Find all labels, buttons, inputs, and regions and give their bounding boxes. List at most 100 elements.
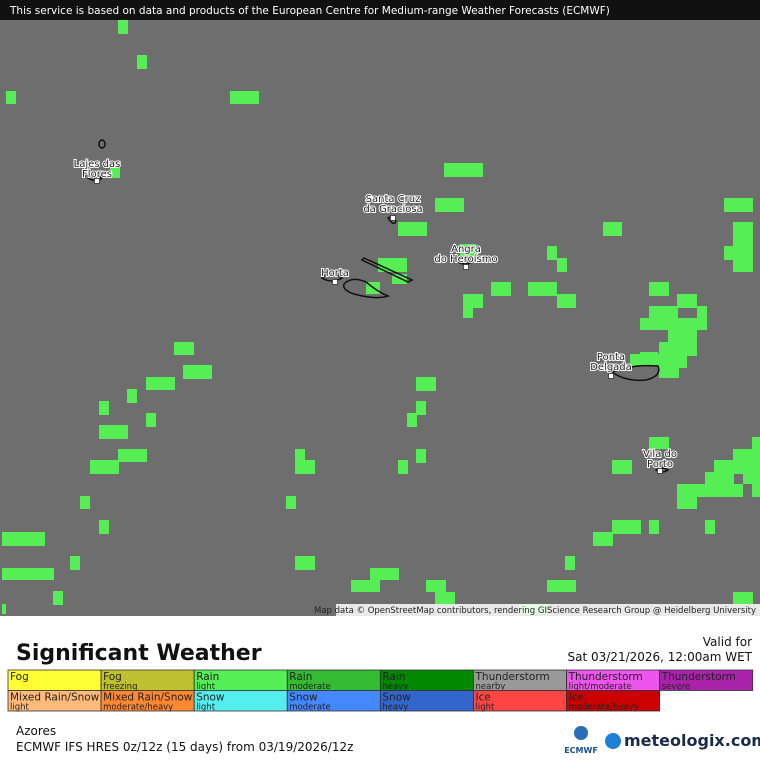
rain-cell [677,294,697,308]
rain-cell [463,306,473,318]
valid-time: Sat 03/21/2026, 12:00am WET [568,650,753,664]
legend-name: Thunderstorm [475,671,550,683]
legend-swatch [659,669,754,691]
rain-cell [137,55,147,69]
legend-sub: moderate [289,682,330,692]
rain-cell [612,460,632,474]
rain-cell [677,484,743,497]
rain-cell [110,168,120,178]
legend-name: Fog [10,671,29,683]
rain-cell [649,306,678,320]
legend-name: Ice [476,692,491,704]
rain-cell [603,222,622,236]
rain-cell [557,294,576,308]
legend-sub: heavy [382,703,408,713]
model: ECMWF IFS HRES 0z/12z (15 days) from 03/… [16,740,353,754]
rain-cell [435,198,464,212]
rain-cell [2,604,6,614]
rain-cell [416,449,426,463]
legend-sub: heavy [382,682,408,692]
rain-cell [659,366,679,378]
rain-cell [714,460,753,474]
rain-cell [2,568,54,580]
map-background [0,0,760,616]
rain-cell [295,460,315,474]
rain-cell [733,592,753,604]
rain-cell [127,389,137,403]
rain-cell [416,401,426,415]
rain-cell [593,532,613,546]
rain-cell [426,580,446,592]
rain-cell [668,330,697,342]
rain-cell [407,413,417,427]
rain-cell [463,294,483,308]
rain-cell [565,556,575,570]
rain-cell [286,496,296,509]
legend-name: Snow [382,692,411,704]
legend-sub: moderate/heavy [569,703,639,713]
rain-cell [435,592,455,604]
rain-cell [70,556,80,570]
rain-cell [118,449,147,462]
rain-cell [677,497,697,509]
rain-cell [733,449,753,461]
legend-name: Fog [103,671,122,683]
legend-sub: light [196,682,216,692]
legend-name: Thunderstorm [568,671,643,683]
place-marker [390,215,396,221]
legend-name: Snow [289,692,318,704]
ecmwf-logo: ECMWF [564,746,598,755]
banner: This service is based on data and produc… [9,5,610,17]
place-label: Angra [451,244,481,255]
rain-cell [649,520,659,534]
rain-cell [724,198,753,212]
rain-cell [90,460,119,474]
valid-label: Valid for [703,635,752,649]
rain-cell [547,246,557,260]
legend-name: Snow [196,692,225,704]
banner-bg [0,0,760,20]
rain-cell [370,568,399,580]
rain-cell [557,258,567,272]
legend-name: Thunderstorm [661,671,736,683]
rain-cell [230,91,259,104]
rain-cell [743,472,753,484]
legend-sub: freezing [103,682,137,692]
legend-name: Mixed Rain/Snow [103,692,193,704]
rain-cell [640,352,658,364]
place-label: Santa Cruz [366,194,421,205]
legend-name: Mixed Rain/Snow [10,692,100,704]
rain-cell [99,401,109,415]
legend-sub: light [10,703,30,713]
region: Azores [16,724,56,738]
rain-cell [53,591,63,605]
rain-cell [118,20,128,34]
place-label: da Graciosa [363,204,422,215]
rain-cell [547,580,576,592]
rain-cell [80,496,90,509]
rain-cell [183,365,212,379]
place-label: Delgada [590,362,632,373]
rain-cell [705,520,715,534]
legend-sub: light [196,703,216,713]
rain-cell [491,282,511,296]
legend-sub: moderate/heavy [103,703,173,713]
rain-cell [460,244,476,256]
rain-cell [444,163,483,177]
rain-cell [295,556,315,570]
attribution: Map data © OpenStreetMap contributors, r… [314,606,756,616]
legend-name: Ice [569,692,584,704]
rain-cell [174,342,194,355]
rain-cell [398,460,408,474]
rain-cell [724,246,753,260]
legend-sub: moderate [289,703,330,713]
rain-cell [416,377,436,391]
rain-cell [392,274,407,284]
title: Significant Weather [16,641,262,666]
brand: meteologix.com [624,731,760,750]
rain-cell [99,520,109,534]
brand-icon [605,733,621,749]
rain-cell [649,282,669,296]
